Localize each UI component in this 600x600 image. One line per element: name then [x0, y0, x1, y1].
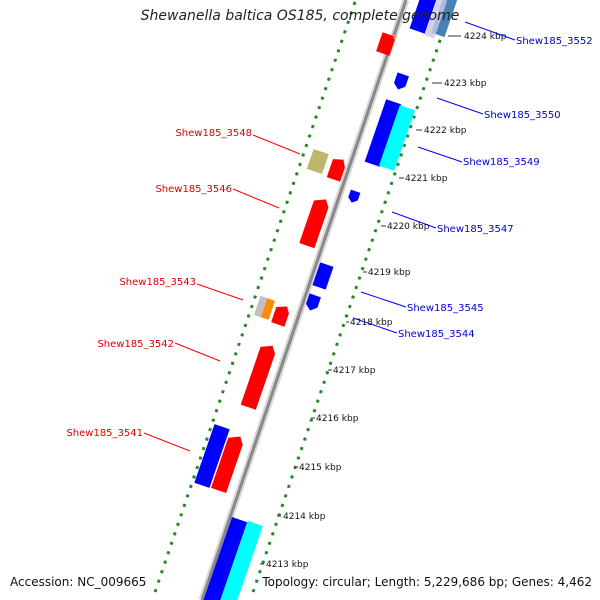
- label-shew185-3543[interactable]: Shew185_3543: [119, 277, 244, 301]
- gene-shew185-3541[interactable]: [194, 424, 230, 488]
- gene-block-top-forward[interactable]: [376, 30, 397, 56]
- gene-block-forward-3543b[interactable]: [271, 303, 291, 327]
- svg-text:Shew185_3544: Shew185_3544: [398, 329, 475, 340]
- gene-shew185-3544[interactable]: [304, 293, 321, 312]
- gene-shew185-3549[interactable]: [379, 105, 415, 171]
- tick-4217: 4217 kbp: [328, 366, 376, 376]
- gene-shew185-3546[interactable]: [299, 196, 330, 249]
- gene-shew185-3543[interactable]: [254, 295, 270, 319]
- svg-text:4223 kbp: 4223 kbp: [444, 79, 487, 89]
- tick-4224: 4224 kbp: [448, 32, 507, 42]
- svg-text:Shew185_3552: Shew185_3552: [516, 36, 593, 47]
- svg-text:4220 kbp: 4220 kbp: [387, 222, 430, 232]
- genome-summary-text: Topology: circular; Length: 5,229,686 bp…: [262, 575, 592, 589]
- genome-title: Shewanella baltica OS185, complete genom…: [140, 8, 460, 24]
- tick-4218: 4218 kbp: [346, 318, 393, 328]
- tick-4222: 4222 kbp: [416, 126, 467, 136]
- label-shew185-3547[interactable]: Shew185_3547: [391, 211, 514, 235]
- gene-shew185-3550[interactable]: [392, 72, 409, 91]
- right-tick-track: [249, 1, 455, 599]
- svg-text:4218 kbp: 4218 kbp: [350, 318, 393, 328]
- accession-text: Accession: NC_009665: [10, 575, 147, 589]
- tick-4223: 4223 kbp: [432, 79, 487, 89]
- svg-text:Shew185_3543: Shew185_3543: [119, 277, 196, 288]
- gene-block-orange-3543[interactable]: [260, 298, 276, 320]
- label-shew185-3542[interactable]: Shew185_3542: [97, 339, 221, 362]
- svg-text:Shew185_3548: Shew185_3548: [175, 128, 252, 139]
- svg-text:Shew185_3541: Shew185_3541: [66, 428, 143, 439]
- svg-text:Shew185_3547: Shew185_3547: [437, 224, 514, 235]
- label-shew185-3548[interactable]: Shew185_3548: [175, 128, 301, 155]
- svg-text:4213 kbp: 4213 kbp: [266, 560, 309, 570]
- svg-text:4224 kbp: 4224 kbp: [464, 32, 507, 42]
- svg-text:4217 kbp: 4217 kbp: [333, 366, 376, 376]
- svg-text:Shew185_3546: Shew185_3546: [155, 184, 232, 195]
- svg-text:4215 kbp: 4215 kbp: [299, 463, 342, 473]
- svg-text:4221 kbp: 4221 kbp: [405, 174, 448, 184]
- gene-block-forward-3541b[interactable]: [210, 433, 245, 494]
- svg-text:Shew185_3549: Shew185_3549: [463, 157, 540, 168]
- svg-text:Shew185_3550: Shew185_3550: [484, 110, 561, 121]
- gene-shew185-3547[interactable]: [347, 189, 361, 205]
- tick-4220: 4220 kbp: [381, 222, 430, 232]
- label-shew185-3552[interactable]: Shew185_3552: [464, 21, 593, 47]
- label-shew185-3544[interactable]: Shew185_3544: [352, 317, 475, 340]
- tick-4216: 4216 kbp: [311, 414, 359, 424]
- label-shew185-3541[interactable]: Shew185_3541: [66, 428, 191, 452]
- gene-shew185-3545[interactable]: [312, 262, 334, 290]
- gene-shew185-3542[interactable]: [240, 342, 278, 410]
- svg-text:Shew185_3545: Shew185_3545: [407, 303, 484, 314]
- svg-text:Shew185_3542: Shew185_3542: [97, 339, 174, 350]
- label-shew185-3549[interactable]: Shew185_3549: [417, 146, 540, 168]
- svg-text:4216 kbp: 4216 kbp: [316, 414, 359, 424]
- label-shew185-3550[interactable]: Shew185_3550: [436, 97, 561, 121]
- label-shew185-3545[interactable]: Shew185_3545: [360, 291, 484, 314]
- tick-4215: 4215 kbp: [294, 463, 342, 473]
- gene-block-top-grey[interactable]: [424, 0, 448, 39]
- gene-shew185-3548[interactable]: [306, 148, 329, 175]
- svg-text:4222 kbp: 4222 kbp: [424, 126, 467, 136]
- svg-text:4219 kbp: 4219 kbp: [368, 268, 411, 278]
- gene-block-bottom-cyan[interactable]: [219, 520, 263, 600]
- label-shew185-3546[interactable]: Shew185_3546: [155, 184, 280, 209]
- svg-text:4214 kbp: 4214 kbp: [283, 512, 326, 522]
- tick-4221: 4221 kbp: [399, 174, 448, 184]
- gene-block-top-reverse[interactable]: [409, 0, 438, 34]
- tick-4213: 4213 kbp: [260, 560, 309, 570]
- tick-4219: 4219 kbp: [363, 268, 411, 278]
- gene-block-forward-3548b[interactable]: [326, 156, 347, 182]
- gene-block-reverse-3549[interactable]: [364, 99, 402, 167]
- tick-4214: 4214 kbp: [277, 512, 326, 522]
- genome-backbone-core: [200, 0, 408, 600]
- left-tick-track: [151, 1, 357, 599]
- gene-block-bottom-reverse[interactable]: [200, 517, 248, 600]
